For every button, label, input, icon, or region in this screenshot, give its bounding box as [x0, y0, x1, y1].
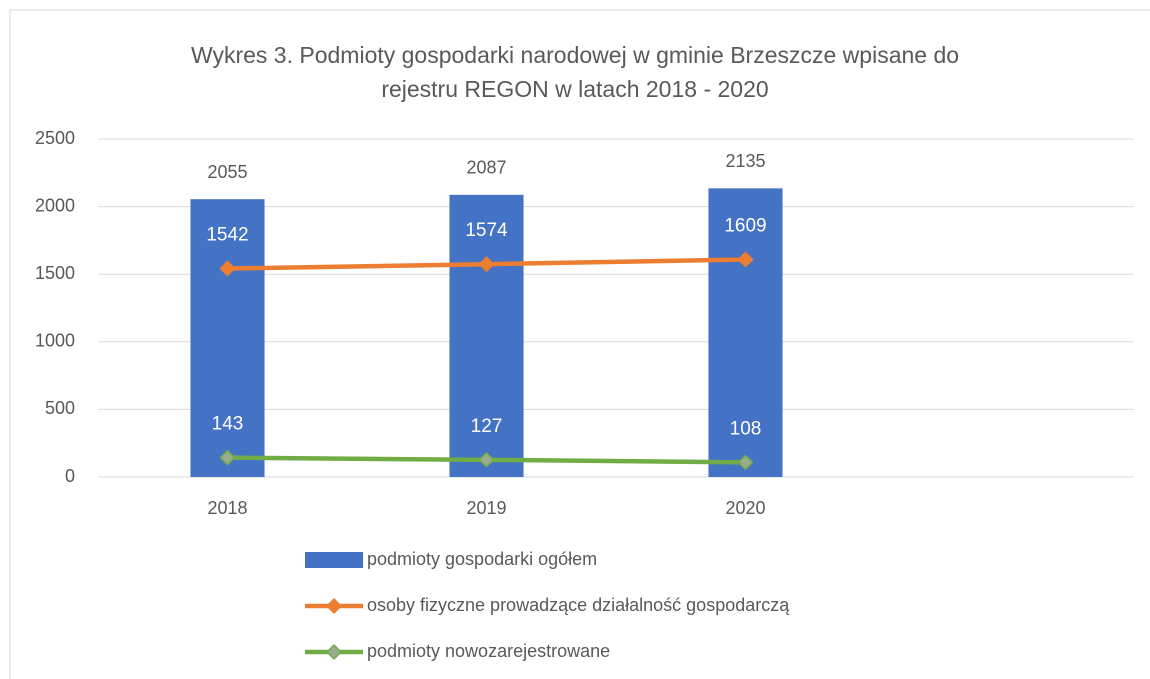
data-label: 2055	[207, 162, 247, 182]
legend-marker	[325, 643, 343, 661]
legend-marker	[325, 597, 343, 615]
y-tick-label: 2500	[35, 128, 75, 148]
marker	[478, 256, 495, 273]
data-label: 2087	[466, 158, 506, 178]
marker	[737, 454, 754, 471]
marker	[219, 449, 236, 466]
marker	[219, 260, 236, 277]
legend-label: osoby fizyczne prowadzące działalność go…	[367, 595, 790, 615]
y-tick-label: 2000	[35, 195, 75, 215]
data-label: 127	[471, 416, 503, 437]
data-label: 2135	[725, 151, 765, 171]
marker	[737, 251, 754, 268]
chart-border	[9, 9, 1150, 679]
legend-swatch	[305, 552, 363, 568]
bar	[449, 194, 524, 478]
x-tick-label: 2018	[207, 498, 247, 518]
data-label: 108	[730, 418, 762, 439]
chart-title: Wykres 3. Podmioty gospodarki narodowej …	[190, 42, 960, 102]
data-label: 1542	[206, 225, 248, 246]
legend-label: podmioty gospodarki ogółem	[367, 549, 597, 569]
bar	[190, 199, 265, 477]
y-tick-label: 0	[65, 466, 75, 486]
y-tick-label: 500	[45, 398, 75, 418]
legend-label: podmioty nowozarejestrowane	[367, 641, 610, 661]
y-tick-label: 1500	[35, 263, 75, 283]
data-label: 1574	[465, 220, 508, 241]
data-label: 1609	[724, 215, 766, 236]
data-label: 143	[212, 414, 244, 435]
marker	[478, 451, 495, 468]
bar	[708, 188, 783, 477]
y-tick-label: 1000	[35, 331, 75, 351]
x-tick-label: 2019	[466, 498, 506, 518]
x-tick-label: 2020	[725, 498, 765, 518]
